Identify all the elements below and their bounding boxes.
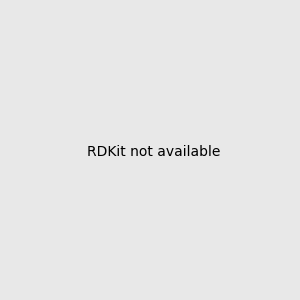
Text: RDKit not available: RDKit not available [87,145,220,158]
